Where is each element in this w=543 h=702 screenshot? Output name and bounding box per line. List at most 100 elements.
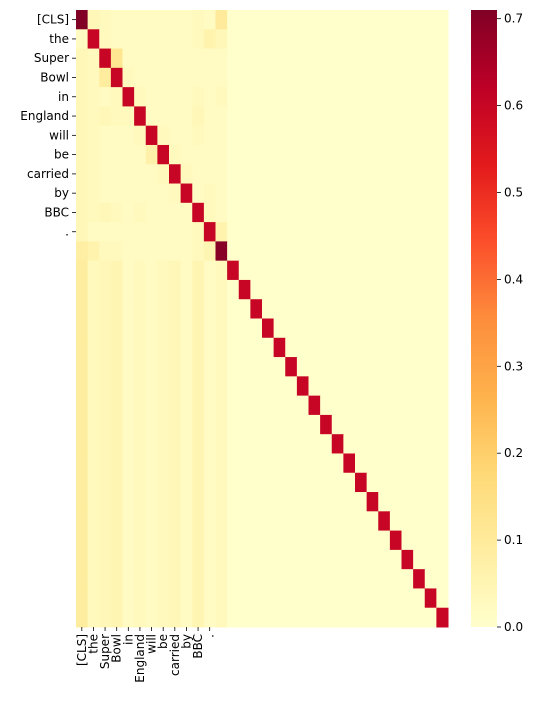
heatmap-cell [180, 29, 193, 50]
heatmap-cell [203, 607, 217, 628]
heatmap-cell [134, 607, 147, 628]
heatmap-cell [192, 183, 205, 204]
heatmap-cell [157, 299, 170, 319]
heatmap-cell [262, 241, 275, 262]
heatmap-cell [192, 511, 205, 532]
heatmap-cell [180, 67, 193, 88]
heatmap-cell [378, 260, 391, 281]
heatmap-cell [110, 183, 124, 204]
heatmap-cell [122, 29, 135, 50]
heatmap-cell [157, 434, 170, 454]
colorbar-tick-label: 0.7 [504, 12, 523, 26]
heatmap-cell [355, 318, 368, 339]
heatmap-cell [366, 549, 379, 570]
heatmap-cell [308, 260, 321, 281]
heatmap-cell [343, 48, 356, 69]
heatmap-cell [401, 10, 414, 30]
colorbar-tick-label: 0.6 [504, 99, 523, 113]
heatmap-cell [215, 222, 228, 242]
heatmap-cell [134, 10, 147, 30]
heatmap-cell [413, 472, 426, 493]
heatmap-cell [308, 588, 321, 609]
colorbar-tick-label: 0.2 [504, 446, 523, 460]
heatmap-cell [296, 183, 310, 204]
heatmap-cell [238, 279, 251, 300]
heatmap-cell [192, 106, 205, 127]
heatmap-cell [273, 48, 286, 69]
heatmap-cell [436, 376, 449, 397]
heatmap-cell [320, 299, 333, 319]
heatmap-cell [366, 67, 379, 88]
heatmap-cell [296, 48, 310, 69]
heatmap-cell [157, 337, 170, 358]
heatmap-cell [285, 29, 298, 50]
heatmap-cell [87, 29, 100, 50]
heatmap-cell [99, 48, 112, 69]
heatmap-cell [192, 414, 205, 435]
heatmap-cell [296, 530, 310, 551]
heatmap-cell [273, 357, 286, 377]
heatmap-cell [76, 299, 89, 319]
heatmap-cell [331, 125, 344, 146]
heatmap-cell [250, 10, 263, 30]
heatmap-cell [401, 67, 414, 88]
x-tick-label: carried [168, 634, 182, 676]
heatmap-cell [262, 414, 275, 435]
heatmap-cell [215, 357, 228, 377]
heatmap-cell [320, 222, 333, 242]
heatmap-cell [227, 125, 240, 146]
heatmap-cell [180, 569, 193, 589]
heatmap-cell [378, 530, 391, 551]
heatmap-cell [273, 202, 286, 223]
heatmap-cell [343, 241, 356, 262]
heatmap-cell [87, 530, 100, 551]
heatmap-cell [203, 222, 217, 242]
heatmap-cell [227, 241, 240, 262]
heatmap-cell [308, 492, 321, 512]
heatmap-cell [413, 10, 426, 30]
heatmap-cell [413, 67, 426, 88]
heatmap-cell [169, 337, 182, 358]
heatmap-cell [180, 395, 193, 416]
heatmap-cell [250, 569, 263, 589]
heatmap-cell [273, 395, 286, 416]
heatmap-cell [320, 241, 333, 262]
heatmap-cell [343, 395, 356, 416]
heatmap-cell [76, 183, 89, 204]
heatmap-cell [378, 357, 391, 377]
heatmap-cell [145, 67, 158, 88]
heatmap-cell [87, 241, 100, 262]
heatmap-cell [273, 511, 286, 532]
heatmap-cell [389, 202, 403, 223]
heatmap-cell [99, 453, 112, 474]
heatmap-cell [285, 260, 298, 281]
heatmap-cell [76, 144, 89, 165]
heatmap-cell [343, 87, 356, 107]
heatmap-cell [238, 549, 251, 570]
heatmap-cell [366, 10, 379, 30]
heatmap-cell [308, 549, 321, 570]
heatmap-cell [203, 453, 217, 474]
heatmap-cell [424, 87, 437, 107]
heatmap-cell [389, 357, 403, 377]
heatmap-cell [436, 549, 449, 570]
x-tick-label: the [86, 634, 100, 654]
heatmap-cell [99, 588, 112, 609]
heatmap-cell [424, 164, 437, 185]
heatmap-cell [157, 164, 170, 185]
heatmap-cell [262, 48, 275, 69]
heatmap-cell [320, 588, 333, 609]
heatmap-cell [424, 357, 437, 377]
heatmap-cell [308, 87, 321, 107]
heatmap-cell [424, 511, 437, 532]
heatmap-cell [250, 530, 263, 551]
heatmap-cell [343, 279, 356, 300]
heatmap-cell [215, 607, 228, 628]
heatmap-cell [285, 569, 298, 589]
heatmap-cell [134, 337, 147, 358]
heatmap-cell [99, 222, 112, 242]
heatmap-cell [180, 144, 193, 165]
heatmap-cell [192, 279, 205, 300]
heatmap-cell [192, 588, 205, 609]
heatmap-cell [320, 453, 333, 474]
